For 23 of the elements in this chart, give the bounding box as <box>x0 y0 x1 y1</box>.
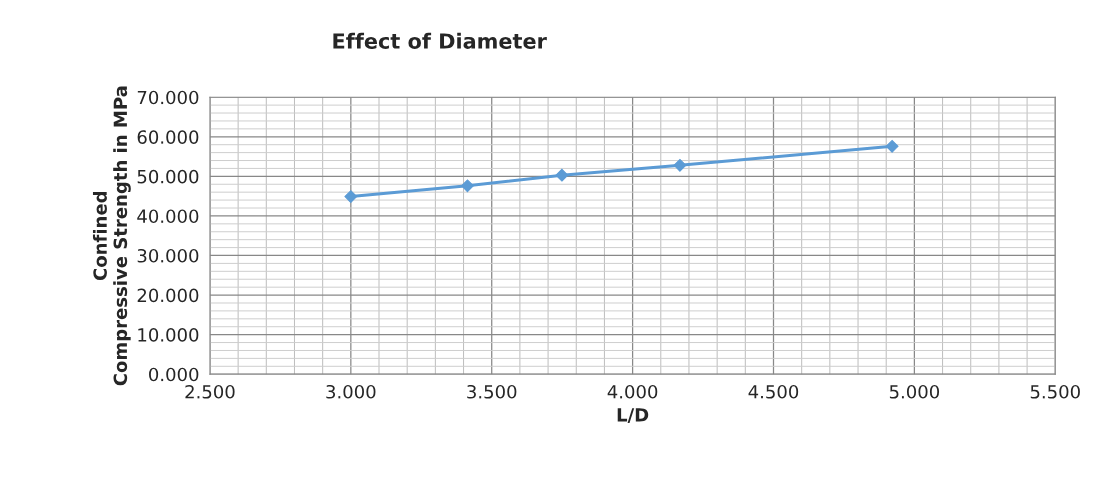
x-tick-label: 4.000 <box>607 384 658 399</box>
y-tick-label: 0.000 <box>149 367 199 382</box>
point <box>673 158 687 172</box>
point <box>555 168 569 182</box>
y-tick-label: 60.000 <box>137 130 199 144</box>
x-tick-label: 4.500 <box>748 384 799 399</box>
x-tick-label: 3.500 <box>467 384 517 399</box>
y-tick-label: 20.000 <box>137 288 199 303</box>
y-tick-label: 50.000 <box>137 169 199 184</box>
x-axis-title: L/D <box>617 408 649 424</box>
x-tick-label: 2.500 <box>185 384 235 399</box>
y-axis-title: Confined Compressive Strength in MPa <box>92 86 131 386</box>
x-tick-label: 5.500 <box>1030 384 1080 399</box>
x-tick-label: 5.000 <box>889 384 940 399</box>
y-tick-label: 70.000 <box>137 90 199 105</box>
y-tick-label: 10.000 <box>138 328 199 342</box>
point <box>885 139 899 153</box>
y-tick-label: 30.000 <box>137 248 199 263</box>
x-tick-label: 3.000 <box>326 384 376 399</box>
point <box>344 190 358 203</box>
y-tick-label: 40.000 <box>137 209 199 224</box>
chart-title: Effect of Diameter <box>333 32 547 49</box>
point <box>461 179 474 193</box>
